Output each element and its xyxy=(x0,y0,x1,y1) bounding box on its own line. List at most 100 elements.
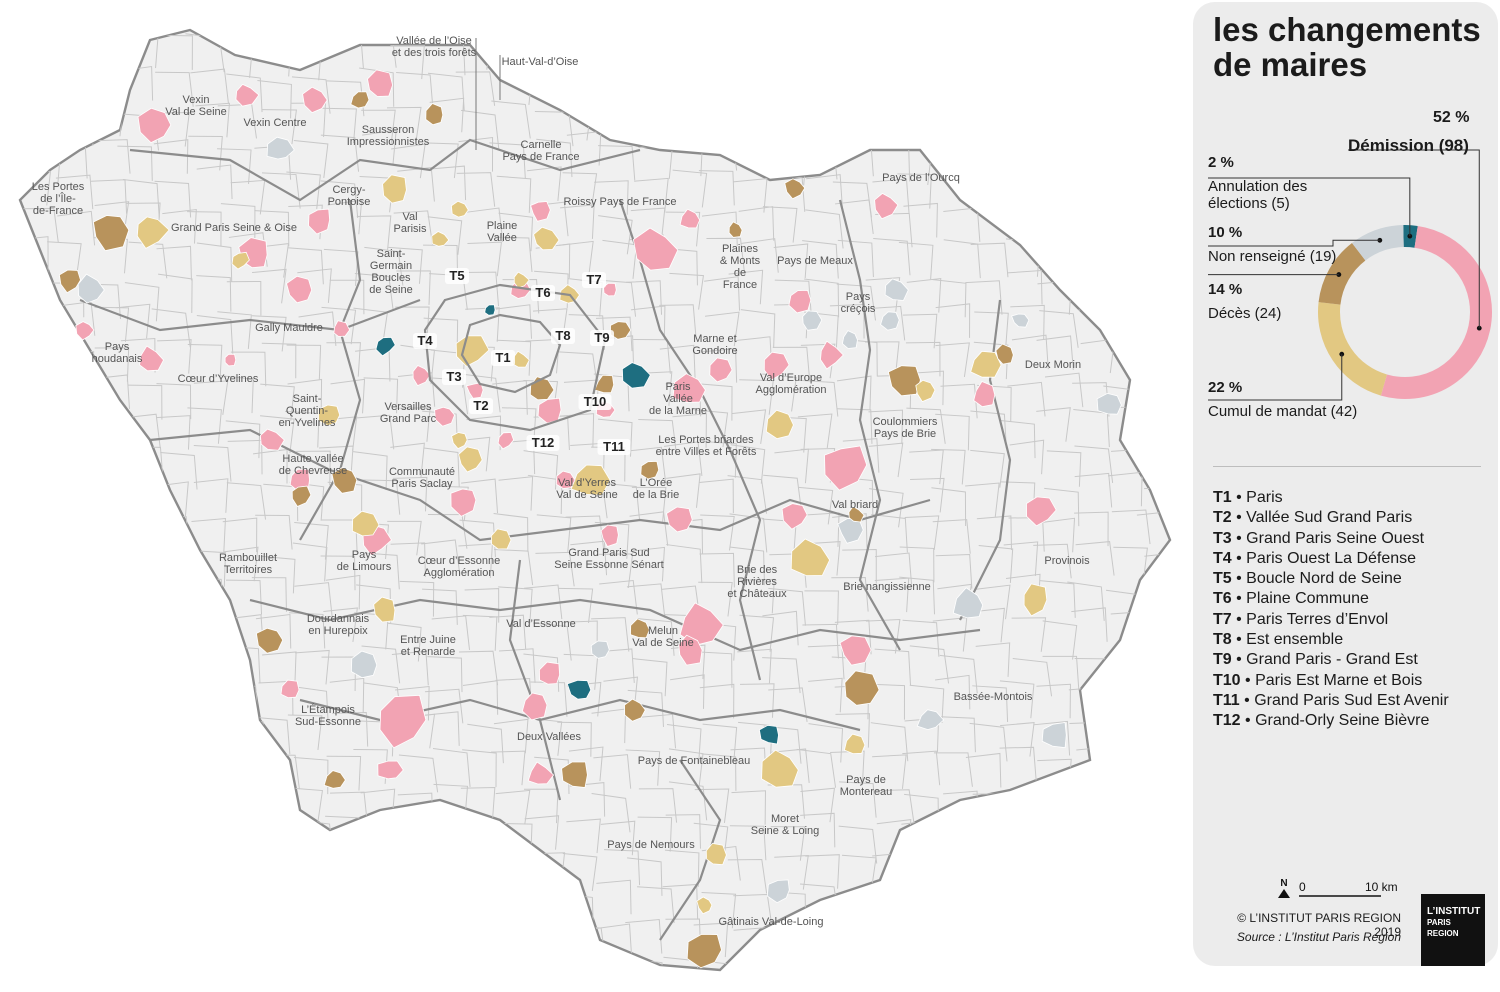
donut-chart xyxy=(1208,149,1492,401)
donut-slice-demission xyxy=(1380,225,1492,399)
changed-communes xyxy=(58,69,1122,969)
territory-code-label: T5 xyxy=(449,268,464,283)
map-label: Roissy Pays de France xyxy=(563,196,676,208)
label-deces: Décès (24) xyxy=(1208,305,1282,322)
map-label: L’Étampois Sud-Essonne xyxy=(295,703,361,728)
pct-deces: 14 % xyxy=(1208,281,1243,298)
map-label: Haut-Val-d’Oise xyxy=(502,56,579,68)
territory-code-label: T3 xyxy=(446,369,461,384)
territory-row: T5 • Boucle Nord de Seine xyxy=(1213,570,1402,588)
map-label: Les Portes de l’Île-de-France xyxy=(32,181,85,217)
territory-code-label: T12 xyxy=(532,435,554,450)
map-label: Val d’Essonne xyxy=(506,618,576,630)
map-label: Gâtinais Val-de-Loing xyxy=(719,916,824,928)
legend-panel: les changements de maires 52 % Démission… xyxy=(1193,2,1498,966)
map-label: Rambouillet Territoires xyxy=(219,552,277,576)
map-label: Val d’Europe Agglomération xyxy=(756,372,827,396)
territory-row: T3 • Grand Paris Seine Ouest xyxy=(1213,529,1425,547)
map-label: Pays de Meaux xyxy=(777,255,853,267)
copyright: © L’INSTITUT PARIS REGION 2019 xyxy=(1237,911,1401,939)
pct-cumul: 22 % xyxy=(1208,379,1243,396)
map-label: Cœur d’Yvelines xyxy=(178,373,259,385)
map-label: Marne et Gondoire xyxy=(692,333,737,357)
map-label: Vallée de l’Oise et des trois forêts xyxy=(392,35,477,59)
pct-annulation: 2 % xyxy=(1208,154,1234,171)
map-label: Dourdannais en Hurepoix xyxy=(307,613,370,637)
map-label: Haute vallée de Chevreuse xyxy=(279,453,348,477)
map-label: Melun Val de Seine xyxy=(632,625,694,649)
map-label: Moret Seine & Loing xyxy=(751,813,820,837)
map-label: Communauté Paris Saclay xyxy=(389,466,455,490)
map-label: Deux Morin xyxy=(1025,359,1081,371)
map-label: Val Parisis xyxy=(393,211,427,235)
map-label: Val d’Yerres Val de Seine xyxy=(556,477,618,501)
scale-max: 10 km xyxy=(1365,880,1398,894)
territory-row: T1 • Paris xyxy=(1213,489,1283,506)
map-label: Brie nangissienne xyxy=(843,581,930,593)
map-label: Pays de l’Ourcq xyxy=(882,172,960,184)
territory-row: T11 • Grand Paris Sud Est Avenir xyxy=(1213,691,1449,709)
territory-row: T9 • Grand Paris - Grand Est xyxy=(1213,651,1418,669)
legend-separator xyxy=(1213,466,1481,467)
territory-code-label: T2 xyxy=(473,398,488,413)
territory-code-label: T4 xyxy=(417,333,433,348)
north-arrow-icon xyxy=(1278,889,1290,898)
territory-list: T1 • Paris T2 • Vallée Sud Grand Paris T… xyxy=(1213,489,1449,733)
institut-logo: L’INSTITUT PARIS REGION xyxy=(1421,894,1485,966)
map-label: Sausseron Impressionnistes xyxy=(347,124,430,148)
label-annulation: Annulation des élections (5) xyxy=(1208,178,1308,212)
map-label: Gally Mauldre xyxy=(255,322,323,334)
map-label: Bassée-Montois xyxy=(954,691,1033,703)
territory-code-label: T7 xyxy=(586,272,601,287)
map-label: Les Portes briardes entre Villes et Forêt… xyxy=(656,434,757,458)
label-cumul: Cumul de mandat (42) xyxy=(1208,403,1358,420)
map-label: Grand Paris Sud Seine Essonne Sénart xyxy=(554,547,663,571)
map-label: Pays de Nemours xyxy=(607,839,695,851)
donut-slice-cumul xyxy=(1318,302,1388,396)
map-label: Vexin Val de Seine xyxy=(165,94,227,118)
map-title: les changements de maires xyxy=(1213,11,1481,83)
map-label: Coulommiers Pays de Brie xyxy=(873,416,938,440)
scale-bar: N 0 10 km xyxy=(1278,878,1398,898)
territory-row: T8 • Est ensemble xyxy=(1213,631,1344,649)
territory-code-label: T8 xyxy=(555,328,570,343)
pct-non-renseigne: 10 % xyxy=(1208,224,1243,241)
source: Source : L’Institut Paris Region xyxy=(1236,930,1401,944)
scale-zero: 0 xyxy=(1299,880,1306,894)
pct-demission: 52 % xyxy=(1433,109,1470,126)
territory-code-label: T6 xyxy=(535,285,550,300)
map-label: Pays de Fontainebleau xyxy=(638,755,751,767)
map-labels: Vallée de l’Oise et des trois forêts Haut-… xyxy=(32,35,1090,928)
territory-code-label: T11 xyxy=(603,439,625,454)
map-label: Plaines & Monts de France xyxy=(720,243,761,291)
map-label: Pays de Limours xyxy=(337,549,392,573)
map-label: Provinois xyxy=(1044,555,1090,567)
territory-row: T7 • Paris Terres d’Envol xyxy=(1213,610,1389,628)
map-label: Saint-Quentin-en-Yvelines xyxy=(279,393,336,429)
map-label: Deux Vallées xyxy=(517,731,581,743)
map-label: Cergy-Pontoise xyxy=(328,184,371,208)
map-label: Versailles Grand Parc xyxy=(380,401,437,425)
territory-code-label: T1 xyxy=(495,350,510,365)
map-label: Vexin Centre xyxy=(244,117,307,129)
map-label: Pays houdanais xyxy=(92,341,143,365)
territory-code-label: T10 xyxy=(584,394,606,409)
map-label: Paris Vallée de la Marne xyxy=(649,381,707,417)
map-label: Val briard xyxy=(832,499,878,511)
map-label: Pays créçois xyxy=(841,291,876,315)
label-demission: Démission (98) xyxy=(1348,136,1469,155)
north-arrow-label: N xyxy=(1280,878,1287,889)
territory-row: T6 • Plaine Commune xyxy=(1213,590,1369,608)
territory-row: T10 • Paris Est Marne et Bois xyxy=(1213,671,1423,689)
map-label: Cœur d’Essonne Agglomération xyxy=(418,555,501,579)
territory-code-label: T9 xyxy=(594,330,609,345)
territory-row: T2 • Vallée Sud Grand Paris xyxy=(1213,509,1413,527)
map-label: Carnelle Pays de France xyxy=(502,139,579,163)
territory-row: T4 • Paris Ouest La Défense xyxy=(1213,549,1417,567)
map-label: Plaine Vallée xyxy=(487,220,518,244)
map-label: Entre Juine et Renarde xyxy=(400,634,456,658)
map-label: L’Orée de la Brie xyxy=(633,477,679,501)
territory-labels: T1 T2 T3 T4 T5 T6 T7 T8 T9 T10 T11 T12 xyxy=(413,268,631,455)
map-label: Grand Paris Seine & Oise xyxy=(171,222,297,234)
